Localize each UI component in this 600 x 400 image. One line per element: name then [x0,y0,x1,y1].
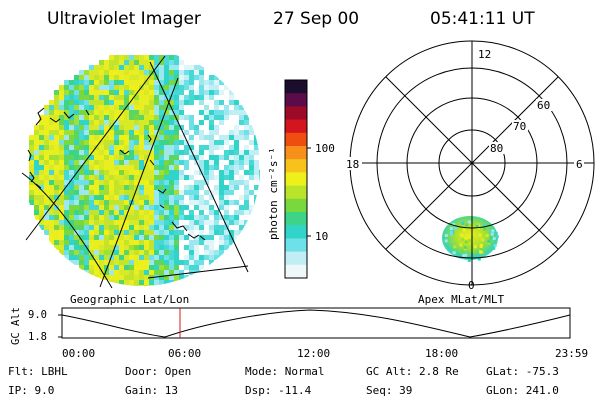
colorbar-swatch [285,119,307,134]
colorbar-swatch [285,238,307,253]
time-tick-2359: 23:59 [555,347,588,360]
colorbar-swatch [285,264,307,279]
colorbar-label: photon cm⁻²s⁻¹ [267,147,280,240]
colorbar-swatch [285,132,307,147]
right-panel-title: Apex MLat/MLT [418,293,504,306]
colorbar-swatch [285,251,307,266]
time-label: 05:41:11 UT [430,9,535,29]
status-mode: Mode: Normal [245,365,324,378]
colorbar-swatch [285,106,307,121]
alt-ylabel: GC Alt [10,307,22,345]
colorbar-swatch [285,159,307,173]
time-tick-1200: 12:00 [297,347,330,360]
colorbar-swatch [285,225,307,239]
left-panel-title: Geographic Lat/Lon [70,293,189,306]
mlat-label-80: 80 [490,142,503,155]
altitude-curve [61,309,571,338]
status-door: Door: Open [125,365,191,378]
colorbar-swatch [285,146,307,160]
polar-grid [349,40,595,286]
mlt-label-12: 12 [478,48,491,61]
time-tick-0000: 00:00 [62,347,95,360]
colorbar-tick-10: 10 [315,230,328,243]
colorbar-tick-100: 100 [315,142,335,155]
aurora-blob [442,216,499,262]
status-dsp: Dsp: -11.4 [245,384,312,397]
alt-tick-9: 9.0 [28,309,47,321]
coastline-outline [27,107,206,241]
mlt-label-6: 6 [576,158,583,171]
geographic-image [21,50,260,289]
mlat-label-60: 60 [537,99,550,112]
mlt-label-18: 18 [346,158,359,171]
time-tick-0600: 06:00 [168,347,201,360]
latlon-grid [21,55,249,289]
status-glon: GLon: 241.0 [486,384,559,397]
mlt-label-0: 0 [468,279,475,292]
status-flt: Flt: LBHL [8,365,68,378]
colorbar: 100 10 photon cm⁻²s⁻¹ [267,79,335,279]
status-seq: Seq: 39 [366,384,412,397]
time-tick-1800: 18:00 [425,347,458,360]
colorbar-swatch [285,185,307,200]
colorbar-swatch [285,93,307,107]
status-ip: IP: 9.0 [8,384,54,397]
mlat-label-70: 70 [513,120,526,133]
date-label: 27 Sep 00 [273,9,359,29]
colorbar-swatch [285,212,307,226]
status-glat: GLat: -75.3 [486,365,559,378]
colorbar-swatch [285,80,307,94]
colorbar-swatches [285,80,307,279]
instrument-title: Ultraviolet Imager [47,9,201,29]
alt-tick-1-8: 1.8 [28,331,47,343]
status-gain: Gain: 13 [125,384,178,397]
polar-plot: 12 18 6 0 60 70 80 [344,40,595,292]
altitude-plot: 9.0 1.8 GC Alt 00:00 06:00 12:00 18:00 2… [10,307,588,360]
status-block: Flt: LBHL Door: Open Mode: Normal GC Alt… [8,365,559,397]
status-gcalt: GC Alt: 2.8 Re [366,365,459,378]
colorbar-swatch [285,172,307,187]
colorbar-swatch [285,198,307,213]
